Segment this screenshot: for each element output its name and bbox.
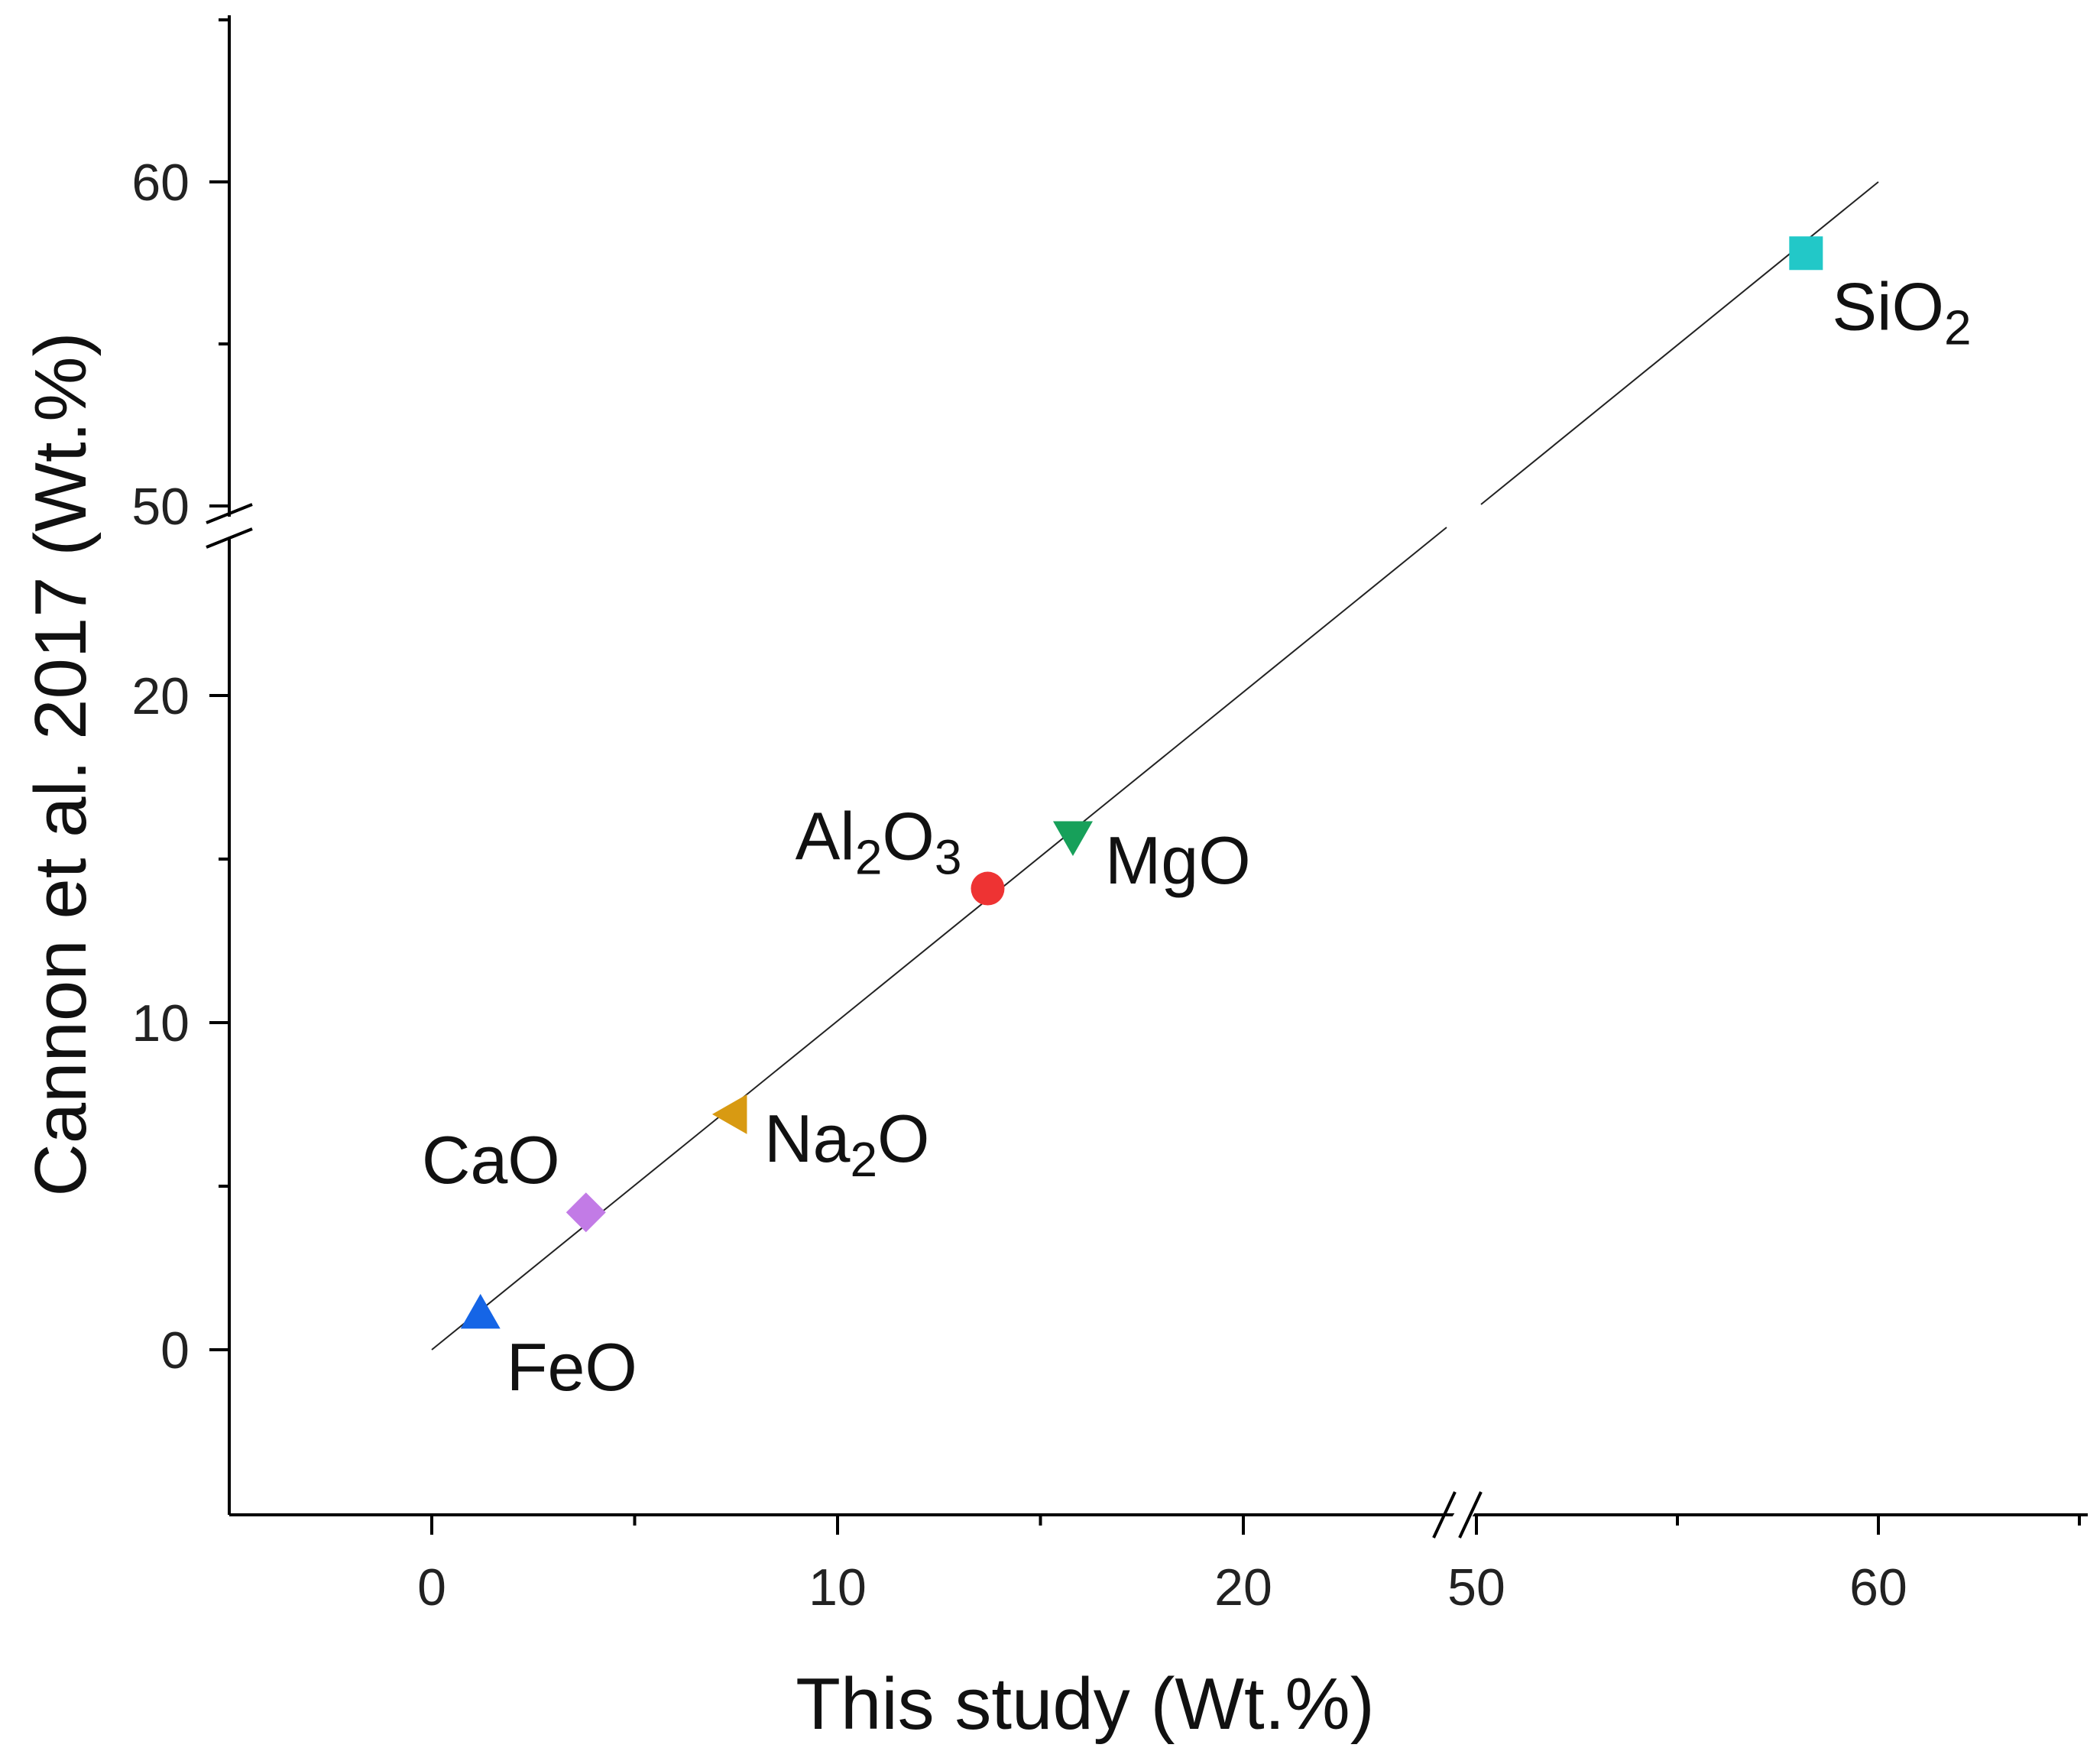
y-tick-label: 50: [131, 478, 190, 536]
x-tick-label: 60: [1849, 1558, 1907, 1616]
x-axis-break-mark: [1458, 1491, 1483, 1539]
point-label-al2o3: Al2O3: [796, 799, 962, 885]
data-points-group: [460, 236, 1823, 1329]
x-tick-label: 0: [417, 1558, 446, 1616]
y-axis-break-mark: [206, 503, 253, 524]
ticks-group: 0 10 20 50 60 0 10 20 50 60: [131, 18, 2081, 1616]
data-point-na2o: [711, 1094, 747, 1134]
fit-line-group: [431, 181, 1879, 1351]
x-tick-label: 50: [1447, 1558, 1505, 1616]
data-point-feo: [460, 1293, 501, 1329]
y-tick-label: 60: [131, 154, 190, 212]
data-point-al2o3: [971, 871, 1005, 906]
point-label-cao: CaO: [422, 1122, 560, 1198]
y-tick-label: 10: [131, 994, 190, 1052]
axes-group: [228, 15, 2088, 1516]
fit-line-upper: [1480, 181, 1879, 505]
y-tick-label: 0: [160, 1321, 190, 1380]
point-label-mgo: MgO: [1105, 822, 1251, 898]
data-point-sio2: [1789, 236, 1823, 271]
x-axis-title: This study (Wt.%): [796, 1663, 1374, 1745]
x-axis-break-mark: [1432, 1491, 1457, 1539]
y-tick-label: 20: [131, 667, 190, 725]
data-point-cao: [566, 1192, 606, 1233]
point-label-sio2: SiO2: [1832, 268, 1971, 355]
point-labels-group: FeO CaO Na2O Al2O3 MgO SiO2: [422, 268, 1972, 1405]
x-tick-label: 10: [809, 1558, 867, 1616]
point-label-na2o: Na2O: [764, 1101, 930, 1187]
data-point-mgo: [1052, 821, 1093, 857]
y-axis-title: Cannon et al. 2017 (Wt.%): [20, 332, 102, 1196]
y-axis-break-mark: [206, 527, 253, 549]
x-tick-label: 20: [1214, 1558, 1272, 1616]
axis-breaks-group: [206, 503, 1483, 1539]
point-label-feo: FeO: [507, 1329, 637, 1405]
